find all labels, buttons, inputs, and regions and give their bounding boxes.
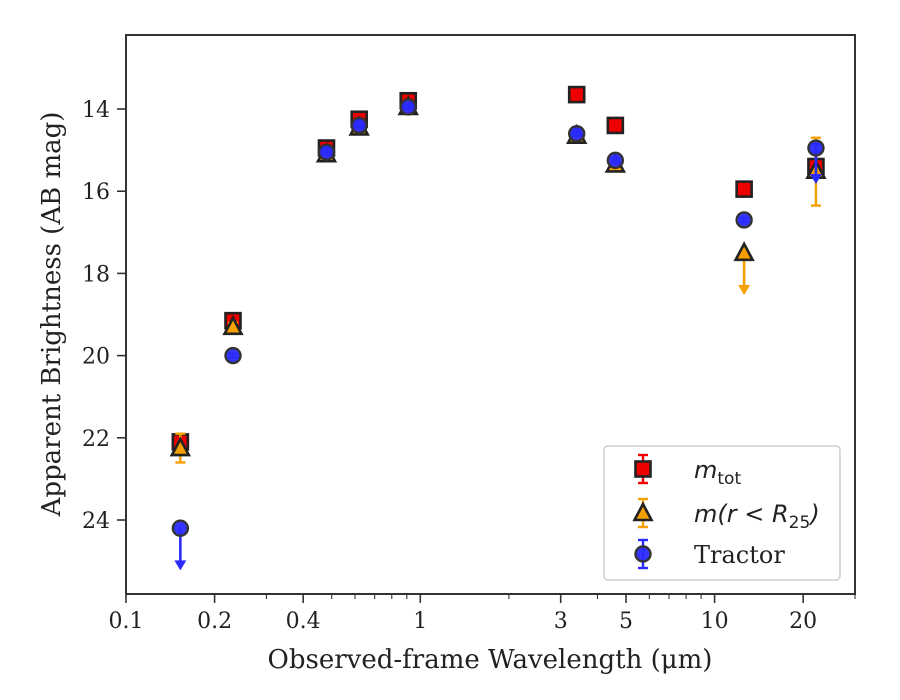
y-tick-label-1: 16 bbox=[82, 180, 110, 205]
x-axis-label: Observed-frame Wavelength (μm) bbox=[268, 645, 713, 675]
legend-mtot-sub: tot bbox=[717, 469, 741, 489]
legend-mr-close: ) bbox=[808, 500, 819, 528]
y-tick-label-3: 20 bbox=[82, 345, 110, 370]
x-tick-label-6: 10 bbox=[701, 609, 729, 634]
legend-markers bbox=[632, 453, 654, 570]
x-tick-label-3: 1 bbox=[413, 609, 427, 634]
legend-label-mtot: mtot bbox=[694, 456, 741, 489]
point-circle-3 bbox=[350, 116, 368, 135]
legend-box bbox=[603, 445, 841, 581]
point-circle-7 bbox=[735, 211, 753, 229]
point-circle-1 bbox=[224, 346, 242, 365]
legend: mtot m(r < R25) Tractor bbox=[603, 445, 841, 581]
point-triangle-7 bbox=[733, 241, 755, 262]
point-triangle-0 bbox=[169, 436, 192, 457]
series-circle bbox=[171, 98, 825, 571]
point-triangle-1 bbox=[222, 315, 244, 336]
legend-mr-tail: (r < R bbox=[717, 500, 788, 528]
y-axis-label: Apparent Brightness (AB mag) bbox=[37, 112, 67, 518]
x-tick-label-4: 3 bbox=[554, 609, 568, 634]
x-tick-label-1: 0.2 bbox=[197, 609, 232, 634]
point-circle-8 bbox=[807, 139, 825, 157]
x-tick-label-0: 0.1 bbox=[109, 609, 144, 634]
point-square-5 bbox=[567, 85, 586, 104]
legend-label-tractor: Tractor bbox=[694, 541, 785, 569]
point-circle-2 bbox=[317, 143, 336, 161]
point-circle-6 bbox=[606, 151, 625, 170]
y-tick-label-5: 24 bbox=[82, 509, 110, 534]
y-tick-label-4: 22 bbox=[82, 427, 110, 452]
legend-mr-sub: 25 bbox=[789, 513, 811, 533]
y-tick-label-2: 18 bbox=[82, 262, 110, 287]
point-circle-8-limit-arrow-head bbox=[809, 173, 822, 184]
legend-circle-marker bbox=[634, 545, 652, 563]
point-square-6 bbox=[606, 116, 625, 135]
y-tick-label-0: 14 bbox=[82, 98, 110, 123]
point-triangle-7-limit-arrow-head bbox=[738, 284, 751, 295]
point-circle-5 bbox=[568, 124, 586, 143]
x-tick-label-2: 0.4 bbox=[286, 609, 321, 634]
point-circle-0-limit-arrow-head bbox=[174, 560, 187, 571]
point-circle-0 bbox=[171, 519, 190, 537]
data-points bbox=[169, 85, 827, 571]
point-circle-4 bbox=[399, 98, 417, 116]
x-axis: 0.1 0.2 0.4 1 3 5 10 20 bbox=[109, 594, 856, 634]
legend-square-marker bbox=[634, 460, 652, 478]
x-tick-label-7: 20 bbox=[789, 609, 817, 634]
legend-triangle-marker bbox=[632, 501, 654, 522]
legend-mr-symbol: m bbox=[694, 500, 717, 528]
y-axis: 14 16 18 20 22 24 bbox=[82, 98, 126, 534]
point-square-7 bbox=[735, 180, 753, 198]
legend-label-mr25: m(r < R25) bbox=[694, 500, 820, 533]
x-tick-label-5: 5 bbox=[619, 609, 633, 634]
legend-mtot-symbol: m bbox=[694, 456, 717, 484]
